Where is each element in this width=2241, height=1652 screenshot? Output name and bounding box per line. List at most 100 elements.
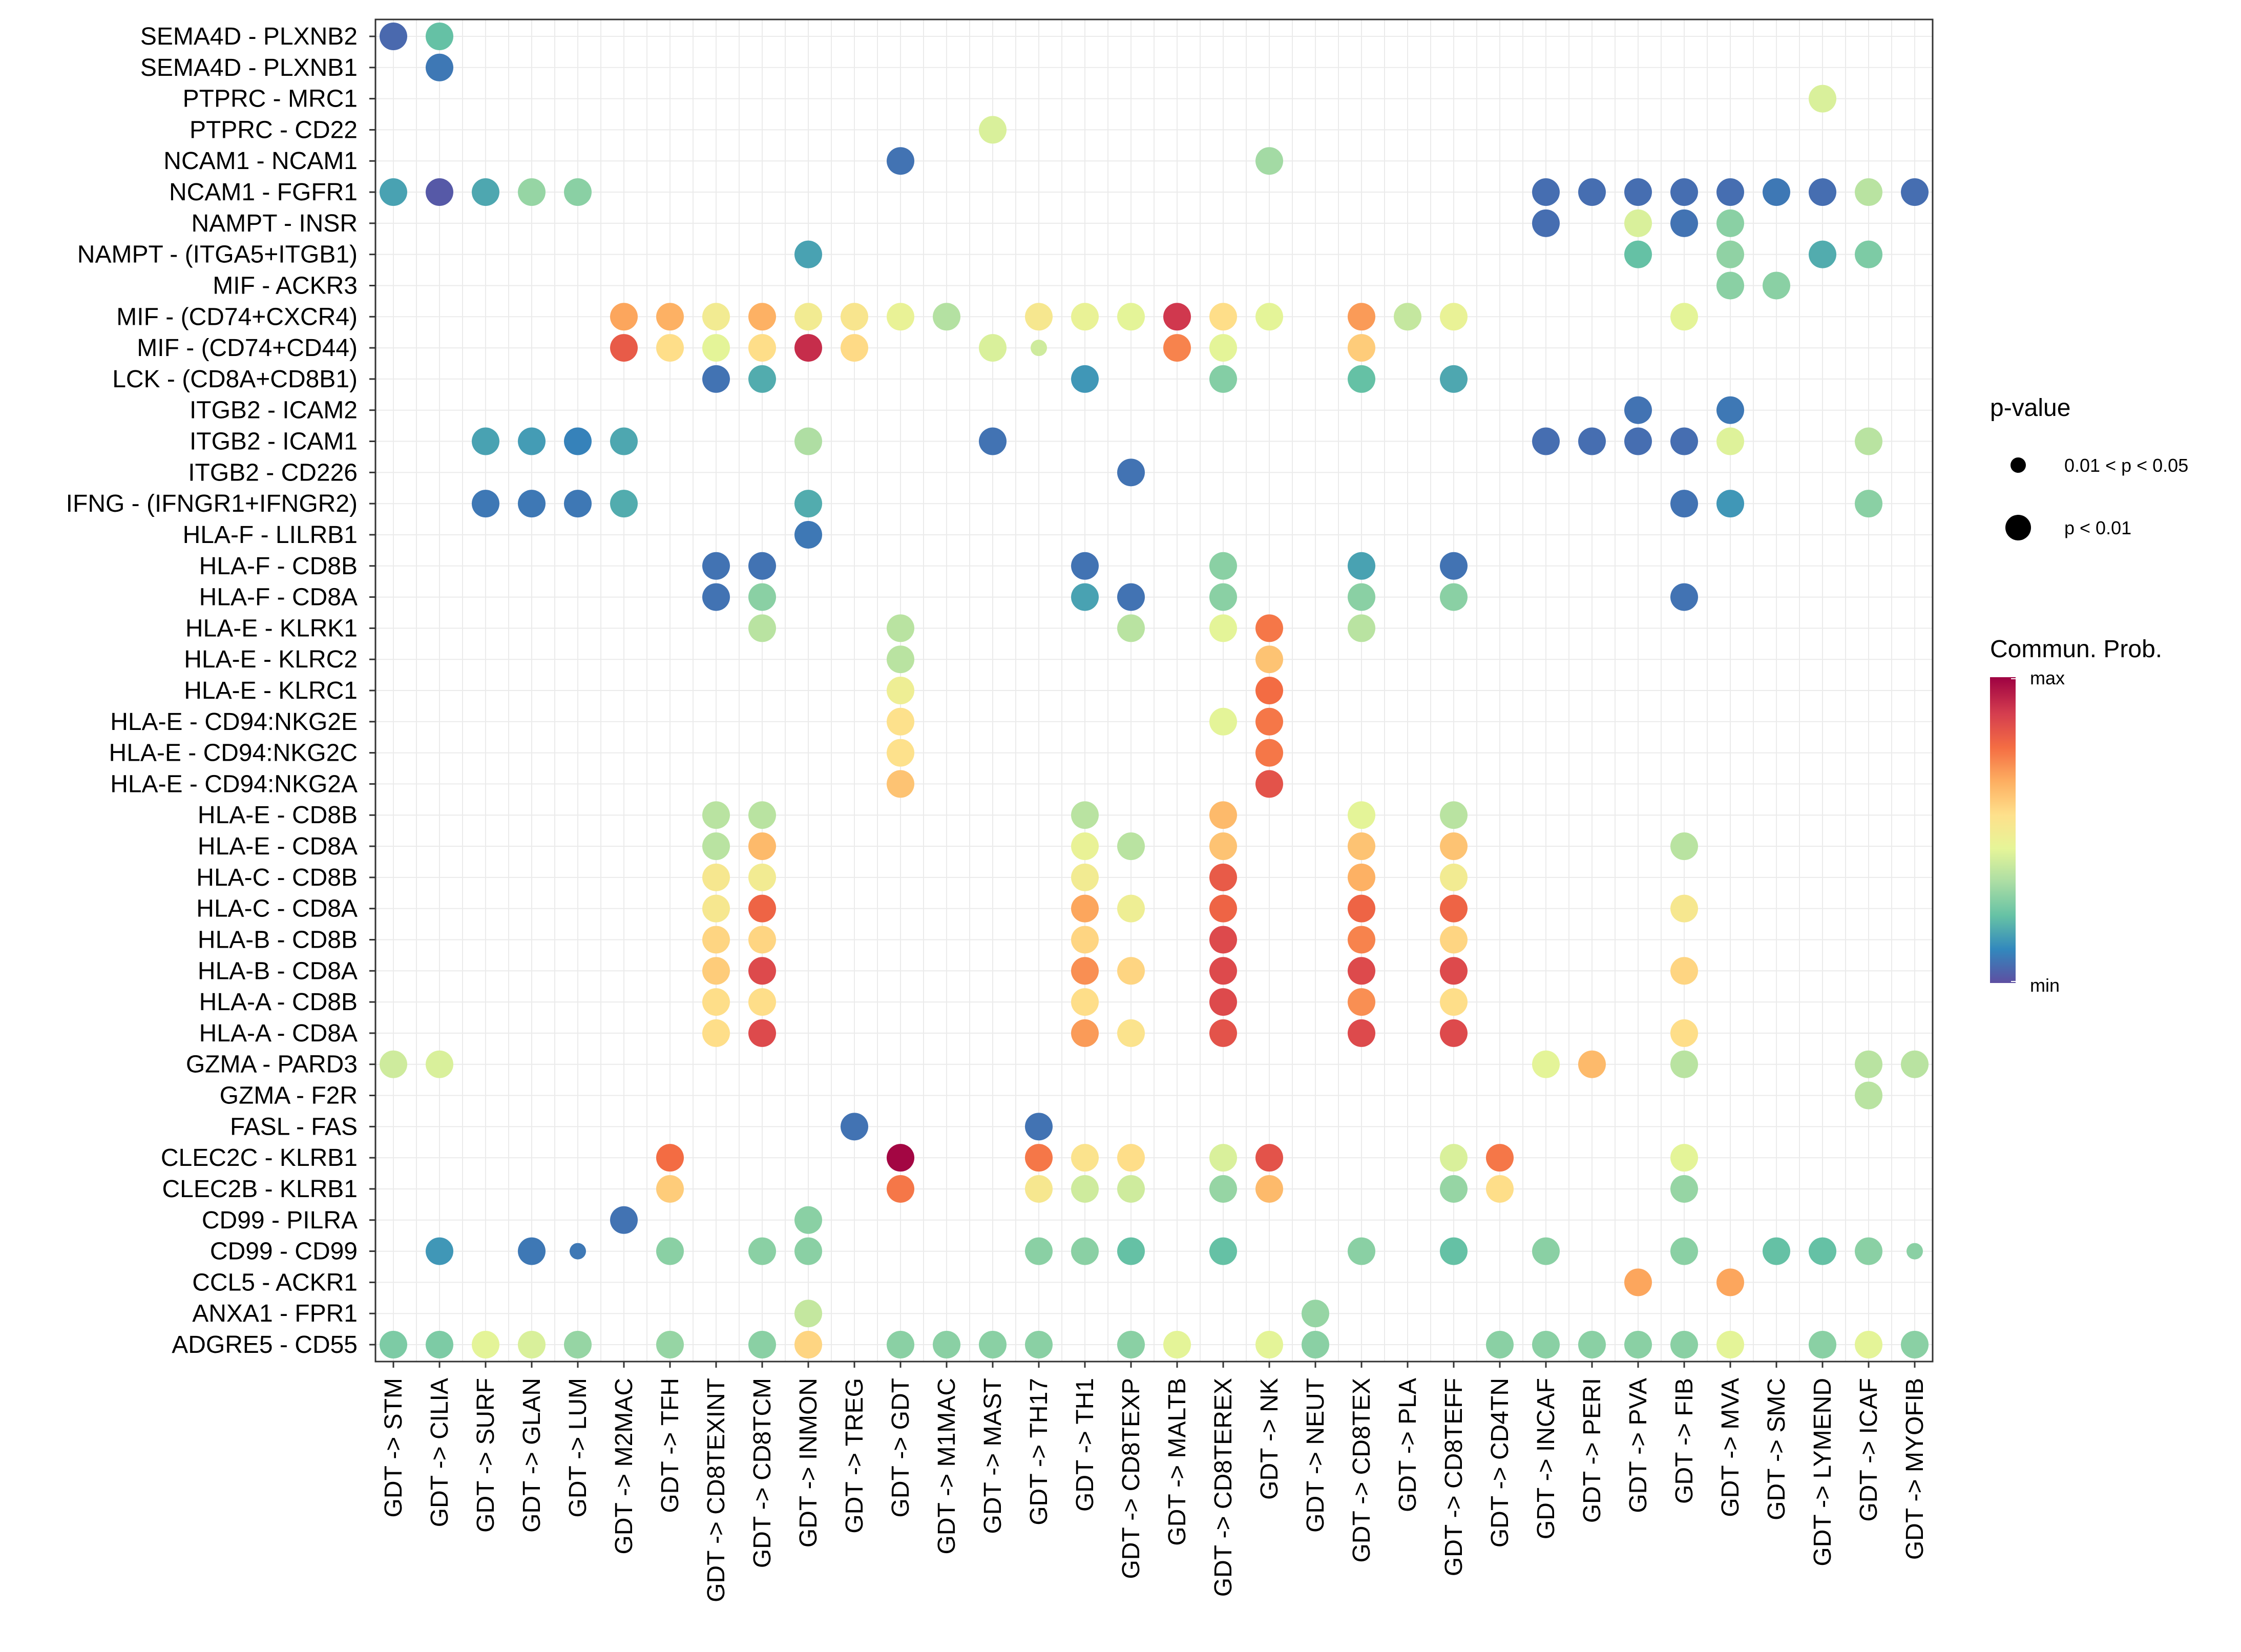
data-point [748,365,776,393]
pvalue-legend-small-dot [2010,457,2026,473]
data-point [1763,271,1790,300]
data-point [1440,926,1468,954]
data-point [1255,677,1283,704]
data-point [1209,707,1237,736]
data-point [1532,178,1560,206]
data-point [1071,894,1099,923]
data-point [1348,801,1375,829]
x-tick-label: GDT -> SURF [472,1378,499,1533]
y-tick-label: HLA-A - CD8A [199,1020,358,1047]
data-points [380,23,1929,1358]
y-tick-label: HLA-E - CD8B [198,802,358,829]
data-point [1901,178,1929,206]
x-tick-label: GDT -> M2MAC [611,1378,638,1554]
data-point [1071,926,1099,954]
data-point [1255,770,1283,798]
y-tick-label: HLA-E - KLRC2 [184,646,358,673]
y-tick-label: ANXA1 - FPR1 [192,1300,358,1327]
data-point [656,1331,684,1358]
data-point [1907,1243,1923,1260]
data-point [748,988,776,1016]
data-point [1716,1268,1744,1296]
data-point [1532,1050,1560,1078]
data-point [1440,552,1468,580]
data-point [1348,926,1375,954]
x-tick-label: GDT -> MVA [1717,1378,1744,1517]
data-point [1071,1144,1099,1172]
data-point [1348,583,1375,611]
data-point [1071,988,1099,1016]
colorbar-min-label: min [2030,975,2060,996]
y-tick-label: HLA-E - KLRC1 [184,677,358,704]
y-tick-label: ADGRE5 - CD55 [172,1331,358,1358]
data-point [748,1237,776,1265]
y-tick-label: HLA-C - CD8B [196,864,358,891]
data-point [1440,832,1468,861]
data-point [1440,957,1468,985]
data-point [1716,240,1744,268]
data-point [1071,365,1099,393]
data-point [1624,209,1652,237]
data-point [1670,427,1698,455]
data-point [1117,957,1145,985]
data-point [1348,1019,1375,1047]
data-point [1855,1081,1882,1110]
data-point [426,23,453,50]
data-point [1716,271,1744,300]
data-point [1855,178,1882,206]
data-point [1532,1331,1560,1358]
data-point [1025,1175,1053,1203]
data-point [979,334,1007,362]
y-tick-label: NCAM1 - FGFR1 [169,179,358,206]
y-tick-label: HLA-C - CD8A [196,895,358,923]
data-point [1440,365,1468,393]
data-point [1071,583,1099,611]
data-point [933,1331,960,1358]
y-tick-label: SEMA4D - PLXNB1 [140,54,358,81]
data-point [702,1019,730,1047]
x-tick-label: GDT -> LYMEND [1809,1378,1836,1566]
x-tick-label: GDT -> CD8TEFF [1440,1378,1468,1576]
y-tick-label: HLA-E - CD8A [198,833,358,860]
commun-prob-legend-title: Commun. Prob. [1990,636,2162,663]
data-point [702,988,730,1016]
data-point [426,1050,453,1078]
data-point [1716,1331,1744,1358]
data-point [1209,926,1237,954]
data-point [702,583,730,611]
data-point [702,926,730,954]
data-point [1117,303,1145,331]
data-point [1855,490,1882,518]
data-point [1440,303,1468,331]
data-point [702,863,730,891]
data-point [518,1331,546,1358]
data-point [1255,707,1283,736]
data-point [1209,832,1237,861]
y-tick-label: CD99 - CD99 [210,1238,358,1265]
pvalue-legend-title: p-value [1990,394,2070,422]
data-point [1117,1237,1145,1265]
data-point [1809,178,1836,206]
colorbar-max-label: max [2030,667,2065,688]
data-point [1716,178,1744,206]
x-tick-label: GDT -> INMON [795,1378,822,1548]
data-point [794,490,822,518]
data-point [748,863,776,891]
data-point [1071,303,1099,331]
data-point [841,303,868,331]
data-point [748,894,776,923]
data-point [748,303,776,331]
data-point [1071,552,1099,580]
data-point [1670,894,1698,923]
data-point [656,1237,684,1265]
y-tick-label: CLEC2C - KLRB1 [161,1144,358,1172]
y-tick-label: IFNG - (IFNGR1+IFNGR2) [66,490,358,517]
data-point [1624,240,1652,268]
data-point [1809,85,1836,113]
x-tick-label: GDT -> ICAF [1855,1378,1882,1521]
y-tick-label: HLA-F - LILRB1 [183,521,358,549]
x-tick-label: GDT -> LUM [564,1378,592,1517]
data-point [1394,303,1421,331]
data-point [1071,1175,1099,1203]
data-point [1440,1237,1468,1265]
